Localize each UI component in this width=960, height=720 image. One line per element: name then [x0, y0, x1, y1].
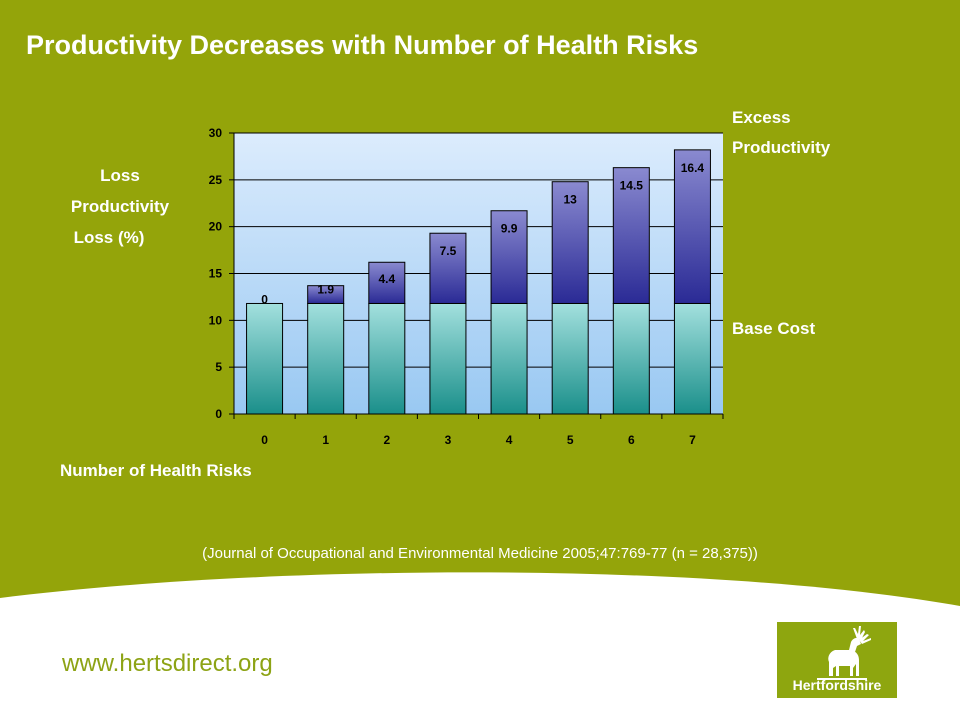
- slide-title: Productivity Decreases with Number of He…: [26, 30, 699, 60]
- y-tick-label: 5: [215, 360, 222, 374]
- x-tick-label-7: 7: [689, 433, 696, 447]
- data-label-0: 0: [261, 292, 268, 306]
- citation: (Journal of Occupational and Environment…: [202, 545, 758, 562]
- x-tick-label-2: 2: [383, 433, 390, 447]
- bar-base-cost-7: [673, 302, 711, 415]
- bar-base-cost-1: [307, 302, 345, 415]
- x-tick-label-3: 3: [445, 433, 452, 447]
- bar-base-cost-0: [246, 302, 284, 415]
- bar-excess-productivity-5: [551, 181, 589, 304]
- data-label-2: 4.4: [378, 272, 395, 286]
- x-tick-label-0: 0: [261, 433, 268, 447]
- data-label-5: 13: [564, 193, 578, 207]
- white-footer-wave: [0, 572, 960, 720]
- y-tick-label: 25: [209, 173, 223, 187]
- bar-excess-productivity-7: [673, 149, 711, 304]
- x-axis-label: Number of Health Risks: [60, 461, 252, 480]
- y-tick-label: 20: [209, 220, 223, 234]
- logo-text: Hertfordshire: [792, 677, 882, 693]
- data-label-6: 14.5: [620, 179, 644, 193]
- x-tick-label-6: 6: [628, 433, 635, 447]
- data-label-3: 7.5: [440, 244, 457, 258]
- bar-base-cost-4: [490, 302, 528, 415]
- y-tick-label: 0: [215, 407, 222, 421]
- bar-excess-productivity-1: [307, 285, 345, 304]
- y-tick-label: 30: [209, 126, 223, 140]
- bar-base-cost-5: [551, 302, 589, 415]
- x-tick-label-4: 4: [506, 433, 513, 447]
- bar-base-cost-2: [368, 302, 406, 415]
- bar-excess-productivity-2: [368, 261, 406, 304]
- website-link[interactable]: www.hertsdirect.org: [62, 650, 273, 677]
- bar-excess-productivity-3: [429, 232, 467, 304]
- bar-base-cost-3: [429, 302, 467, 415]
- y-axis-label: Loss Productivity Loss (%): [40, 160, 200, 253]
- y-axis-label-line2: Productivity: [70, 197, 170, 216]
- legend-base-cost: Base Cost: [732, 319, 816, 338]
- stag-icon: [817, 626, 871, 680]
- data-label-1: 1.9: [317, 283, 334, 297]
- bar-excess-productivity-6: [612, 167, 650, 304]
- legend-excess-line1: Excess: [732, 108, 791, 127]
- legend-excess-line2: Productivity: [732, 138, 831, 157]
- hertfordshire-logo: Hertfordshire: [777, 622, 897, 698]
- y-axis-label-line3: Loss (%): [73, 228, 145, 247]
- bar-excess-productivity-4: [490, 210, 528, 304]
- y-axis-label-line1: Loss: [100, 166, 140, 185]
- data-label-7: 16.4: [681, 161, 705, 175]
- bar-base-cost-6: [612, 302, 650, 415]
- x-tick-label-1: 1: [322, 433, 329, 447]
- legend-excess-productivity: Excess Productivity: [732, 103, 830, 163]
- y-tick-label: 15: [209, 267, 223, 281]
- y-tick-label: 10: [209, 313, 223, 327]
- x-tick-label-5: 5: [567, 433, 574, 447]
- data-label-4: 9.9: [501, 222, 518, 236]
